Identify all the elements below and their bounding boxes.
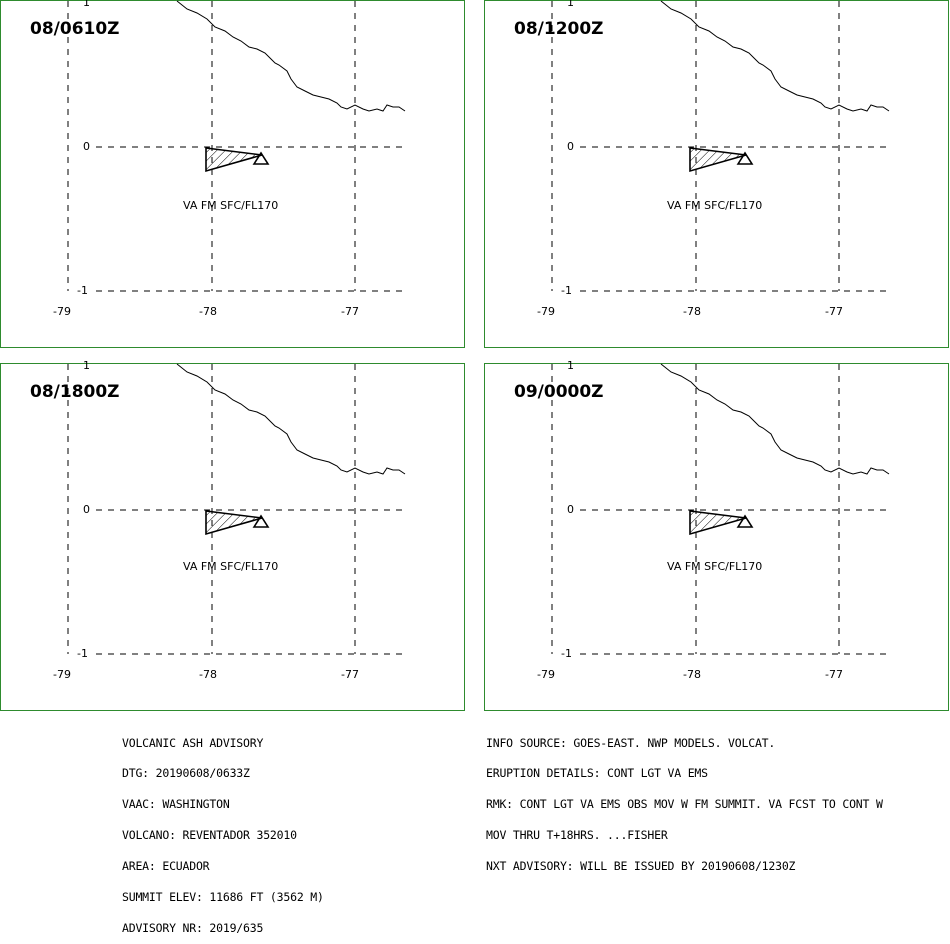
ash-cloud-polygon bbox=[689, 510, 747, 536]
lat-label-minus1: -1 bbox=[77, 647, 88, 660]
lat-label-1: 1 bbox=[567, 0, 574, 9]
advisory-line-summit: SUMMIT ELEV: 11686 FT (3562 M) bbox=[122, 890, 324, 905]
coastline bbox=[660, 0, 890, 112]
advisory-line-number: ADVISORY NR: 2019/635 bbox=[122, 920, 264, 935]
ash-cloud-polygon bbox=[205, 510, 263, 536]
advisory-line-info-source: INFO SOURCE: GOES-EAST. NWP MODELS. VOLC… bbox=[486, 735, 776, 750]
map-panel-4: 09/0000Z 1 0 -1 -79 -78 -77 VA FM SFC/FL… bbox=[484, 359, 949, 711]
advisory-line-remark-cont: MOV THRU T+18HRS. ...FISHER bbox=[486, 828, 668, 843]
volcano-icon bbox=[736, 514, 754, 528]
ash-cloud-polygon bbox=[689, 147, 747, 173]
advisory-line-area: AREA: ECUADOR bbox=[122, 859, 210, 874]
advisory-line-next: NXT ADVISORY: WILL BE ISSUED BY 20190608… bbox=[486, 859, 796, 874]
lat-label-minus1: -1 bbox=[561, 647, 572, 660]
map-graphic: 1 0 -1 -79 -78 -77 VA FM SFC/FL170 bbox=[537, 0, 890, 318]
lon-label-79: -79 bbox=[53, 305, 71, 318]
panel-time-title: 08/0610Z bbox=[30, 19, 120, 39]
lon-label-78: -78 bbox=[683, 305, 701, 318]
volcano-icon bbox=[252, 514, 270, 528]
lon-label-78: -78 bbox=[199, 305, 217, 318]
coastline bbox=[176, 363, 406, 475]
advisory-line-remark: RMK: CONT LGT VA EMS OBS MOV W FM SUMMIT… bbox=[486, 797, 883, 812]
panel-time-title: 08/1200Z bbox=[514, 19, 604, 39]
ash-cloud-label: VA FM SFC/FL170 bbox=[183, 560, 278, 573]
map-panel-2: 08/1200Z 1 0 -1 -79 -78 -77 VA FM SFC/FL… bbox=[484, 0, 949, 348]
ash-cloud-polygon bbox=[205, 147, 263, 173]
lat-label-0: 0 bbox=[83, 503, 90, 516]
lat-label-0: 0 bbox=[567, 140, 574, 153]
lat-label-0: 0 bbox=[567, 503, 574, 516]
coastline bbox=[176, 0, 406, 112]
map-graphic: 1 0 -1 -79 -78 -77 VA FM SFC/FL170 bbox=[537, 359, 890, 681]
panel-time-title: 08/1800Z bbox=[30, 382, 120, 402]
lat-label-minus1: -1 bbox=[77, 284, 88, 297]
advisory-line-volcano: VOLCANO: REVENTADOR 352010 bbox=[122, 828, 297, 843]
lon-label-77: -77 bbox=[825, 668, 843, 681]
volcano-icon bbox=[736, 151, 754, 165]
lon-label-77: -77 bbox=[825, 305, 843, 318]
lat-label-0: 0 bbox=[83, 140, 90, 153]
lon-label-77: -77 bbox=[341, 305, 359, 318]
lat-label-1: 1 bbox=[83, 359, 90, 372]
lon-label-79: -79 bbox=[537, 668, 555, 681]
advisory-line-title: VOLCANIC ASH ADVISORY bbox=[122, 735, 264, 750]
ash-cloud-label: VA FM SFC/FL170 bbox=[183, 199, 278, 212]
advisory-line-eruption: ERUPTION DETAILS: CONT LGT VA EMS bbox=[486, 766, 708, 781]
lon-label-77: -77 bbox=[341, 668, 359, 681]
lon-label-78: -78 bbox=[199, 668, 217, 681]
ash-cloud-label: VA FM SFC/FL170 bbox=[667, 199, 762, 212]
map-panel-1: 08/0610Z 1 0 -1 -79 -78 -77 VA FM SFC/FL… bbox=[0, 0, 465, 348]
advisory-details-text: INFO SOURCE: GOES-EAST. NWP MODELS. VOLC… bbox=[486, 717, 883, 882]
advisory-line-dtg: DTG: 20190608/0633Z bbox=[122, 766, 250, 781]
lat-label-minus1: -1 bbox=[561, 284, 572, 297]
map-graphic: 1 0 -1 -79 -78 -77 VA FM SFC/FL170 bbox=[53, 0, 406, 318]
lon-label-79: -79 bbox=[537, 305, 555, 318]
advisory-line-vaac: VAAC: WASHINGTON bbox=[122, 797, 230, 812]
ash-cloud-label: VA FM SFC/FL170 bbox=[667, 560, 762, 573]
lon-label-79: -79 bbox=[53, 668, 71, 681]
volcano-icon bbox=[252, 151, 270, 165]
coastline bbox=[660, 363, 890, 475]
panel-time-title: 09/0000Z bbox=[514, 382, 604, 402]
lat-label-1: 1 bbox=[567, 359, 574, 372]
lon-label-78: -78 bbox=[683, 668, 701, 681]
map-panel-3: 08/1800Z 1 0 -1 -79 -78 -77 VA FM SFC/FL… bbox=[0, 359, 465, 711]
advisory-header-text: VOLCANIC ASH ADVISORY DTG: 20190608/0633… bbox=[122, 717, 324, 944]
map-graphic: 1 0 -1 -79 -78 -77 VA FM SFC/FL170 bbox=[53, 359, 406, 681]
lat-label-1: 1 bbox=[83, 0, 90, 9]
